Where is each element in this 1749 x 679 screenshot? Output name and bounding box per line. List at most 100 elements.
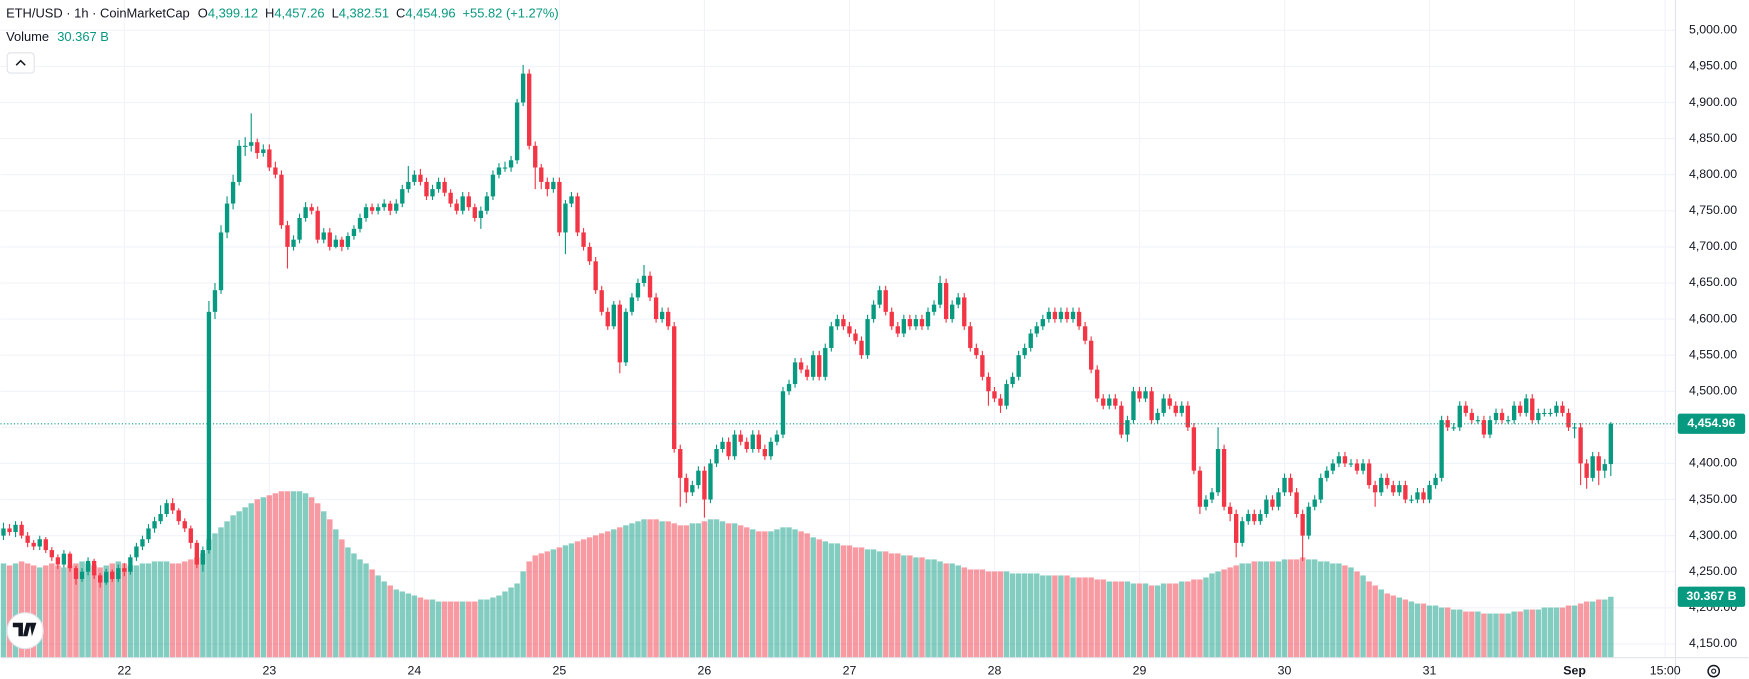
collapse-button[interactable] — [6, 52, 35, 74]
candle-body — [720, 441, 725, 450]
candle-body — [1463, 405, 1468, 413]
volume-bar — [1064, 575, 1070, 658]
volume-bar — [774, 529, 780, 658]
volume-bar — [351, 553, 357, 658]
volume-bar — [943, 563, 949, 658]
volume-bar — [1571, 605, 1578, 658]
candle-body — [1566, 412, 1571, 428]
candle-body — [49, 550, 54, 558]
volume-bar — [979, 569, 986, 658]
volume-bar — [296, 491, 303, 658]
volume-bar — [37, 567, 43, 658]
ohlc-label: H — [265, 6, 274, 21]
candle-body — [1227, 506, 1233, 514]
volume-bar — [200, 553, 206, 658]
candle-body — [714, 449, 719, 464]
volume-bar — [1185, 581, 1191, 658]
candle-body — [835, 319, 840, 327]
volume-bar — [1154, 585, 1161, 658]
candle-body — [1572, 427, 1577, 429]
candle-body — [1155, 412, 1160, 421]
volume-bar — [1426, 605, 1433, 658]
candle-body — [152, 521, 157, 529]
candle-body — [1487, 420, 1493, 435]
y-tick-label: 4,600.00 — [1689, 311, 1737, 325]
volume-bar — [278, 491, 285, 658]
candle-body — [249, 142, 254, 146]
chevron-icon — [15, 59, 26, 66]
candle-body — [877, 290, 882, 305]
volume-bar — [333, 529, 339, 658]
x-tick-label: 26 — [698, 663, 712, 677]
volume-bar — [248, 503, 254, 658]
volume-bar — [1432, 605, 1439, 658]
volume-bar — [1583, 601, 1590, 658]
candle-body — [889, 311, 894, 327]
volume-bar — [1589, 601, 1596, 658]
candle-body — [732, 434, 737, 457]
volume-bar — [260, 497, 267, 658]
volume-name: Volume — [6, 30, 49, 45]
volume-bar — [85, 563, 91, 658]
volume-bar — [1378, 589, 1384, 658]
volume-bar — [1160, 583, 1167, 658]
volume-bar — [520, 571, 526, 658]
volume-bar — [1463, 611, 1469, 658]
candle-body — [980, 355, 985, 377]
candle-body — [678, 449, 683, 478]
volume-bar — [574, 541, 581, 658]
candle-body — [1, 528, 6, 536]
candle-body — [551, 181, 556, 190]
volume-bar — [1251, 561, 1258, 658]
tv-logo[interactable] — [6, 612, 44, 650]
candle-body — [1028, 333, 1033, 348]
volume-bar — [1505, 613, 1511, 658]
candle-body — [545, 181, 550, 190]
candle-body — [406, 181, 411, 190]
volume-bar — [1263, 561, 1270, 658]
candle-body — [1360, 463, 1366, 471]
candle-body — [1046, 311, 1052, 320]
volume-bar — [828, 543, 835, 658]
candle-body — [1439, 420, 1444, 478]
candle-body — [1397, 485, 1402, 493]
candle-body — [122, 568, 127, 572]
candle-body — [128, 557, 133, 572]
volume-bar — [1052, 575, 1058, 658]
candle-body — [339, 239, 345, 247]
candle-body — [780, 391, 786, 435]
candle-body — [1433, 477, 1438, 486]
y-tick-label: 4,750.00 — [1689, 203, 1737, 217]
candle-body — [273, 167, 278, 175]
candle-body — [786, 384, 792, 392]
settings-icon[interactable] — [1707, 664, 1721, 678]
ohlc-value: 4,399.12 — [208, 6, 258, 21]
candle-body — [1324, 470, 1329, 478]
volume-bar — [115, 561, 122, 658]
volume-bar — [1058, 575, 1064, 658]
volume-bar — [97, 567, 103, 658]
volume-bar — [1565, 605, 1572, 658]
candle-body — [164, 503, 169, 514]
candle-body — [55, 557, 61, 565]
volume-bar — [1559, 607, 1566, 658]
volume-bar — [925, 559, 931, 658]
candle-body — [1469, 412, 1475, 421]
volume-bar — [1293, 559, 1300, 658]
volume-bar — [677, 525, 683, 658]
volume-bar — [508, 587, 514, 658]
candle-body — [937, 282, 943, 305]
volume-bar — [1577, 603, 1584, 658]
volume-bar — [230, 515, 236, 658]
volume-bar — [617, 527, 623, 658]
candle-body — [1101, 398, 1106, 406]
volume-bar — [387, 585, 393, 658]
candle-body — [1004, 384, 1009, 406]
volume-bar — [363, 563, 369, 658]
candle-body — [345, 236, 351, 247]
candle-body — [1596, 456, 1601, 471]
volume-bar — [840, 545, 847, 658]
candle-body — [484, 196, 490, 211]
volume-bar — [1221, 569, 1227, 658]
candle-body — [623, 311, 629, 363]
